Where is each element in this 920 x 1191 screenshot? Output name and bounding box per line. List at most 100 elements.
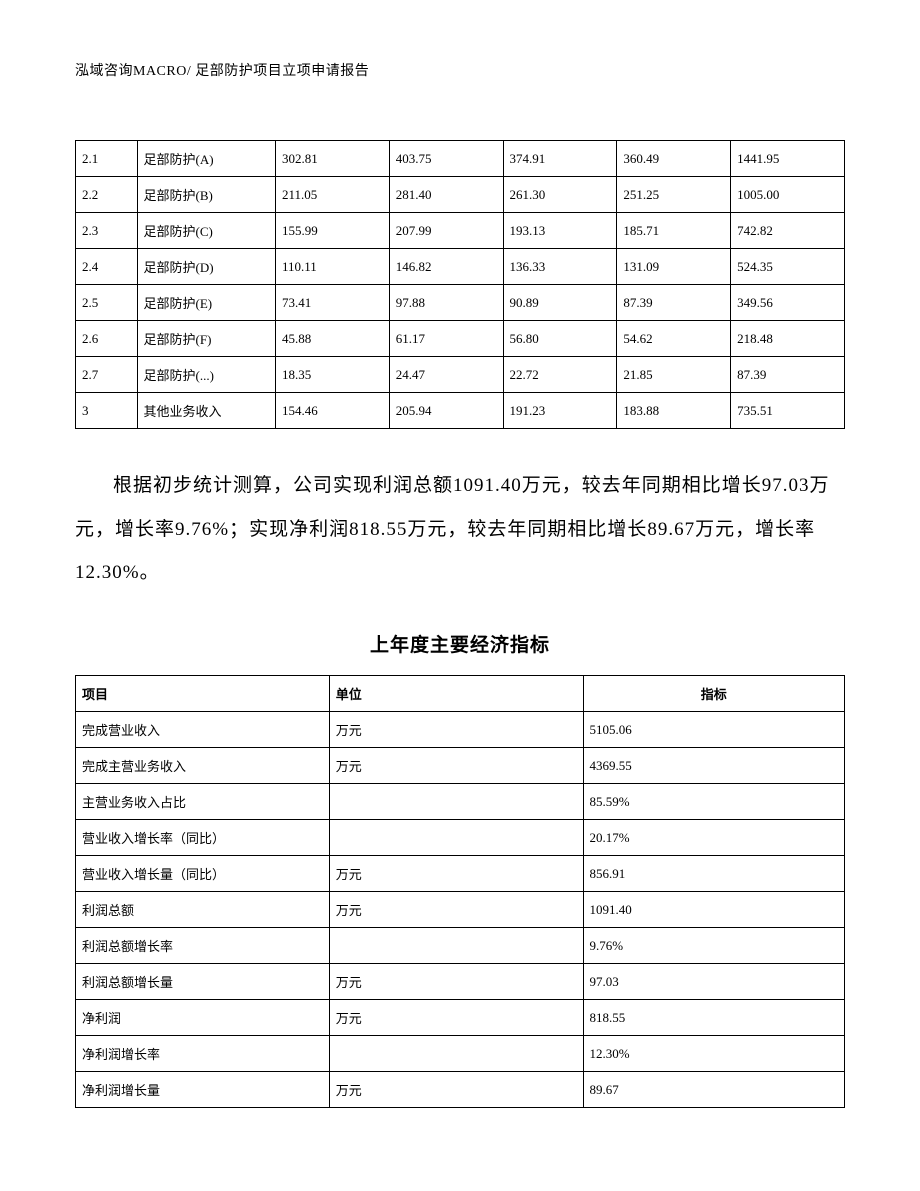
table-cell: 45.88 [275,321,389,357]
table-row: 2.6足部防护(F)45.8861.1756.8054.62218.48 [76,321,845,357]
table-cell: 4369.55 [583,748,844,784]
table-cell: 利润总额增长量 [76,964,330,1000]
table-row: 净利润增长率 12.30% [76,1036,845,1072]
table-cell: 万元 [329,1000,583,1036]
table-cell: 374.91 [503,141,617,177]
table2-header-row: 项目 单位 指标 [76,676,845,712]
table-cell: 742.82 [731,213,845,249]
table-row: 完成营业收入万元5105.06 [76,712,845,748]
table-cell: 211.05 [275,177,389,213]
table-cell: 1005.00 [731,177,845,213]
table-cell: 281.40 [389,177,503,213]
table-cell: 主营业务收入占比 [76,784,330,820]
table-cell: 足部防护(C) [137,213,275,249]
table-cell: 足部防护(F) [137,321,275,357]
table-row: 净利润增长量万元89.67 [76,1072,845,1108]
table-cell: 万元 [329,712,583,748]
table-cell: 87.39 [731,357,845,393]
table-cell: 90.89 [503,285,617,321]
table-cell: 54.62 [617,321,731,357]
table-cell: 360.49 [617,141,731,177]
table-cell: 足部防护(...) [137,357,275,393]
summary-paragraph: 根据初步统计测算，公司实现利润总额1091.40万元，较去年同期相比增长97.0… [75,464,845,595]
table-cell: 利润总额 [76,892,330,928]
table-cell: 136.33 [503,249,617,285]
table-cell: 2.6 [76,321,138,357]
product-revenue-table: 2.1足部防护(A)302.81403.75374.91360.491441.9… [75,140,845,429]
table2-body: 完成营业收入万元5105.06完成主营业务收入万元4369.55主营业务收入占比… [76,712,845,1108]
table-row: 营业收入增长量（同比）万元856.91 [76,856,845,892]
table-cell [329,928,583,964]
table-cell: 2.1 [76,141,138,177]
table-cell: 735.51 [731,393,845,429]
table-cell: 足部防护(A) [137,141,275,177]
table-cell: 营业收入增长量（同比） [76,856,330,892]
table-cell: 85.59% [583,784,844,820]
table2-header-unit: 单位 [329,676,583,712]
table2-title: 上年度主要经济指标 [75,630,845,657]
table-row: 2.1足部防护(A)302.81403.75374.91360.491441.9… [76,141,845,177]
table-cell: 21.85 [617,357,731,393]
table-row: 利润总额增长率9.76% [76,928,845,964]
table-row: 主营业务收入占比 85.59% [76,784,845,820]
table-row: 利润总额增长量万元97.03 [76,964,845,1000]
table-cell: 818.55 [583,1000,844,1036]
table-row: 营业收入增长率（同比）20.17% [76,820,845,856]
document-header: 泓域咨询MACRO/ 足部防护项目立项申请报告 [75,60,845,80]
table-cell: 185.71 [617,213,731,249]
table-cell: 154.46 [275,393,389,429]
table-cell: 2.4 [76,249,138,285]
table-cell: 110.11 [275,249,389,285]
table-cell: 足部防护(E) [137,285,275,321]
table-cell: 3 [76,393,138,429]
table-row: 利润总额万元1091.40 [76,892,845,928]
table2-header-value: 指标 [583,676,844,712]
table-cell: 205.94 [389,393,503,429]
table-cell: 18.35 [275,357,389,393]
table-cell: 24.47 [389,357,503,393]
table-cell [329,820,583,856]
table-cell: 2.5 [76,285,138,321]
table-cell: 207.99 [389,213,503,249]
table-cell: 1091.40 [583,892,844,928]
table-cell: 12.30% [583,1036,844,1072]
table-cell: 524.35 [731,249,845,285]
table-cell: 146.82 [389,249,503,285]
economic-indicators-table: 项目 单位 指标 完成营业收入万元5105.06完成主营业务收入万元4369.5… [75,675,845,1108]
table-cell: 183.88 [617,393,731,429]
table-cell: 万元 [329,964,583,1000]
table-cell: 其他业务收入 [137,393,275,429]
table-cell: 万元 [329,856,583,892]
table-cell: 403.75 [389,141,503,177]
table-cell: 193.13 [503,213,617,249]
table-cell: 万元 [329,748,583,784]
table-cell: 155.99 [275,213,389,249]
table-cell: 22.72 [503,357,617,393]
table-cell: 61.17 [389,321,503,357]
table-cell: 利润总额增长率 [76,928,330,964]
table-cell: 1441.95 [731,141,845,177]
table-cell: 87.39 [617,285,731,321]
table-cell: 万元 [329,892,583,928]
table-cell: 足部防护(B) [137,177,275,213]
table-cell: 20.17% [583,820,844,856]
table-row: 3其他业务收入154.46205.94191.23183.88735.51 [76,393,845,429]
table-cell: 97.88 [389,285,503,321]
table-cell: 191.23 [503,393,617,429]
table-cell: 完成主营业务收入 [76,748,330,784]
table-cell: 2.7 [76,357,138,393]
table-cell: 足部防护(D) [137,249,275,285]
table-cell: 56.80 [503,321,617,357]
table-cell: 131.09 [617,249,731,285]
table-row: 2.4足部防护(D)110.11146.82136.33131.09524.35 [76,249,845,285]
table-cell: 89.67 [583,1072,844,1108]
table-row: 2.3足部防护(C)155.99207.99193.13185.71742.82 [76,213,845,249]
table-cell: 净利润增长率 [76,1036,330,1072]
table-cell: 完成营业收入 [76,712,330,748]
table-row: 2.5足部防护(E)73.4197.8890.8987.39349.56 [76,285,845,321]
table-cell: 261.30 [503,177,617,213]
table-cell: 净利润 [76,1000,330,1036]
table-cell: 73.41 [275,285,389,321]
table-row: 净利润万元818.55 [76,1000,845,1036]
table-cell: 5105.06 [583,712,844,748]
